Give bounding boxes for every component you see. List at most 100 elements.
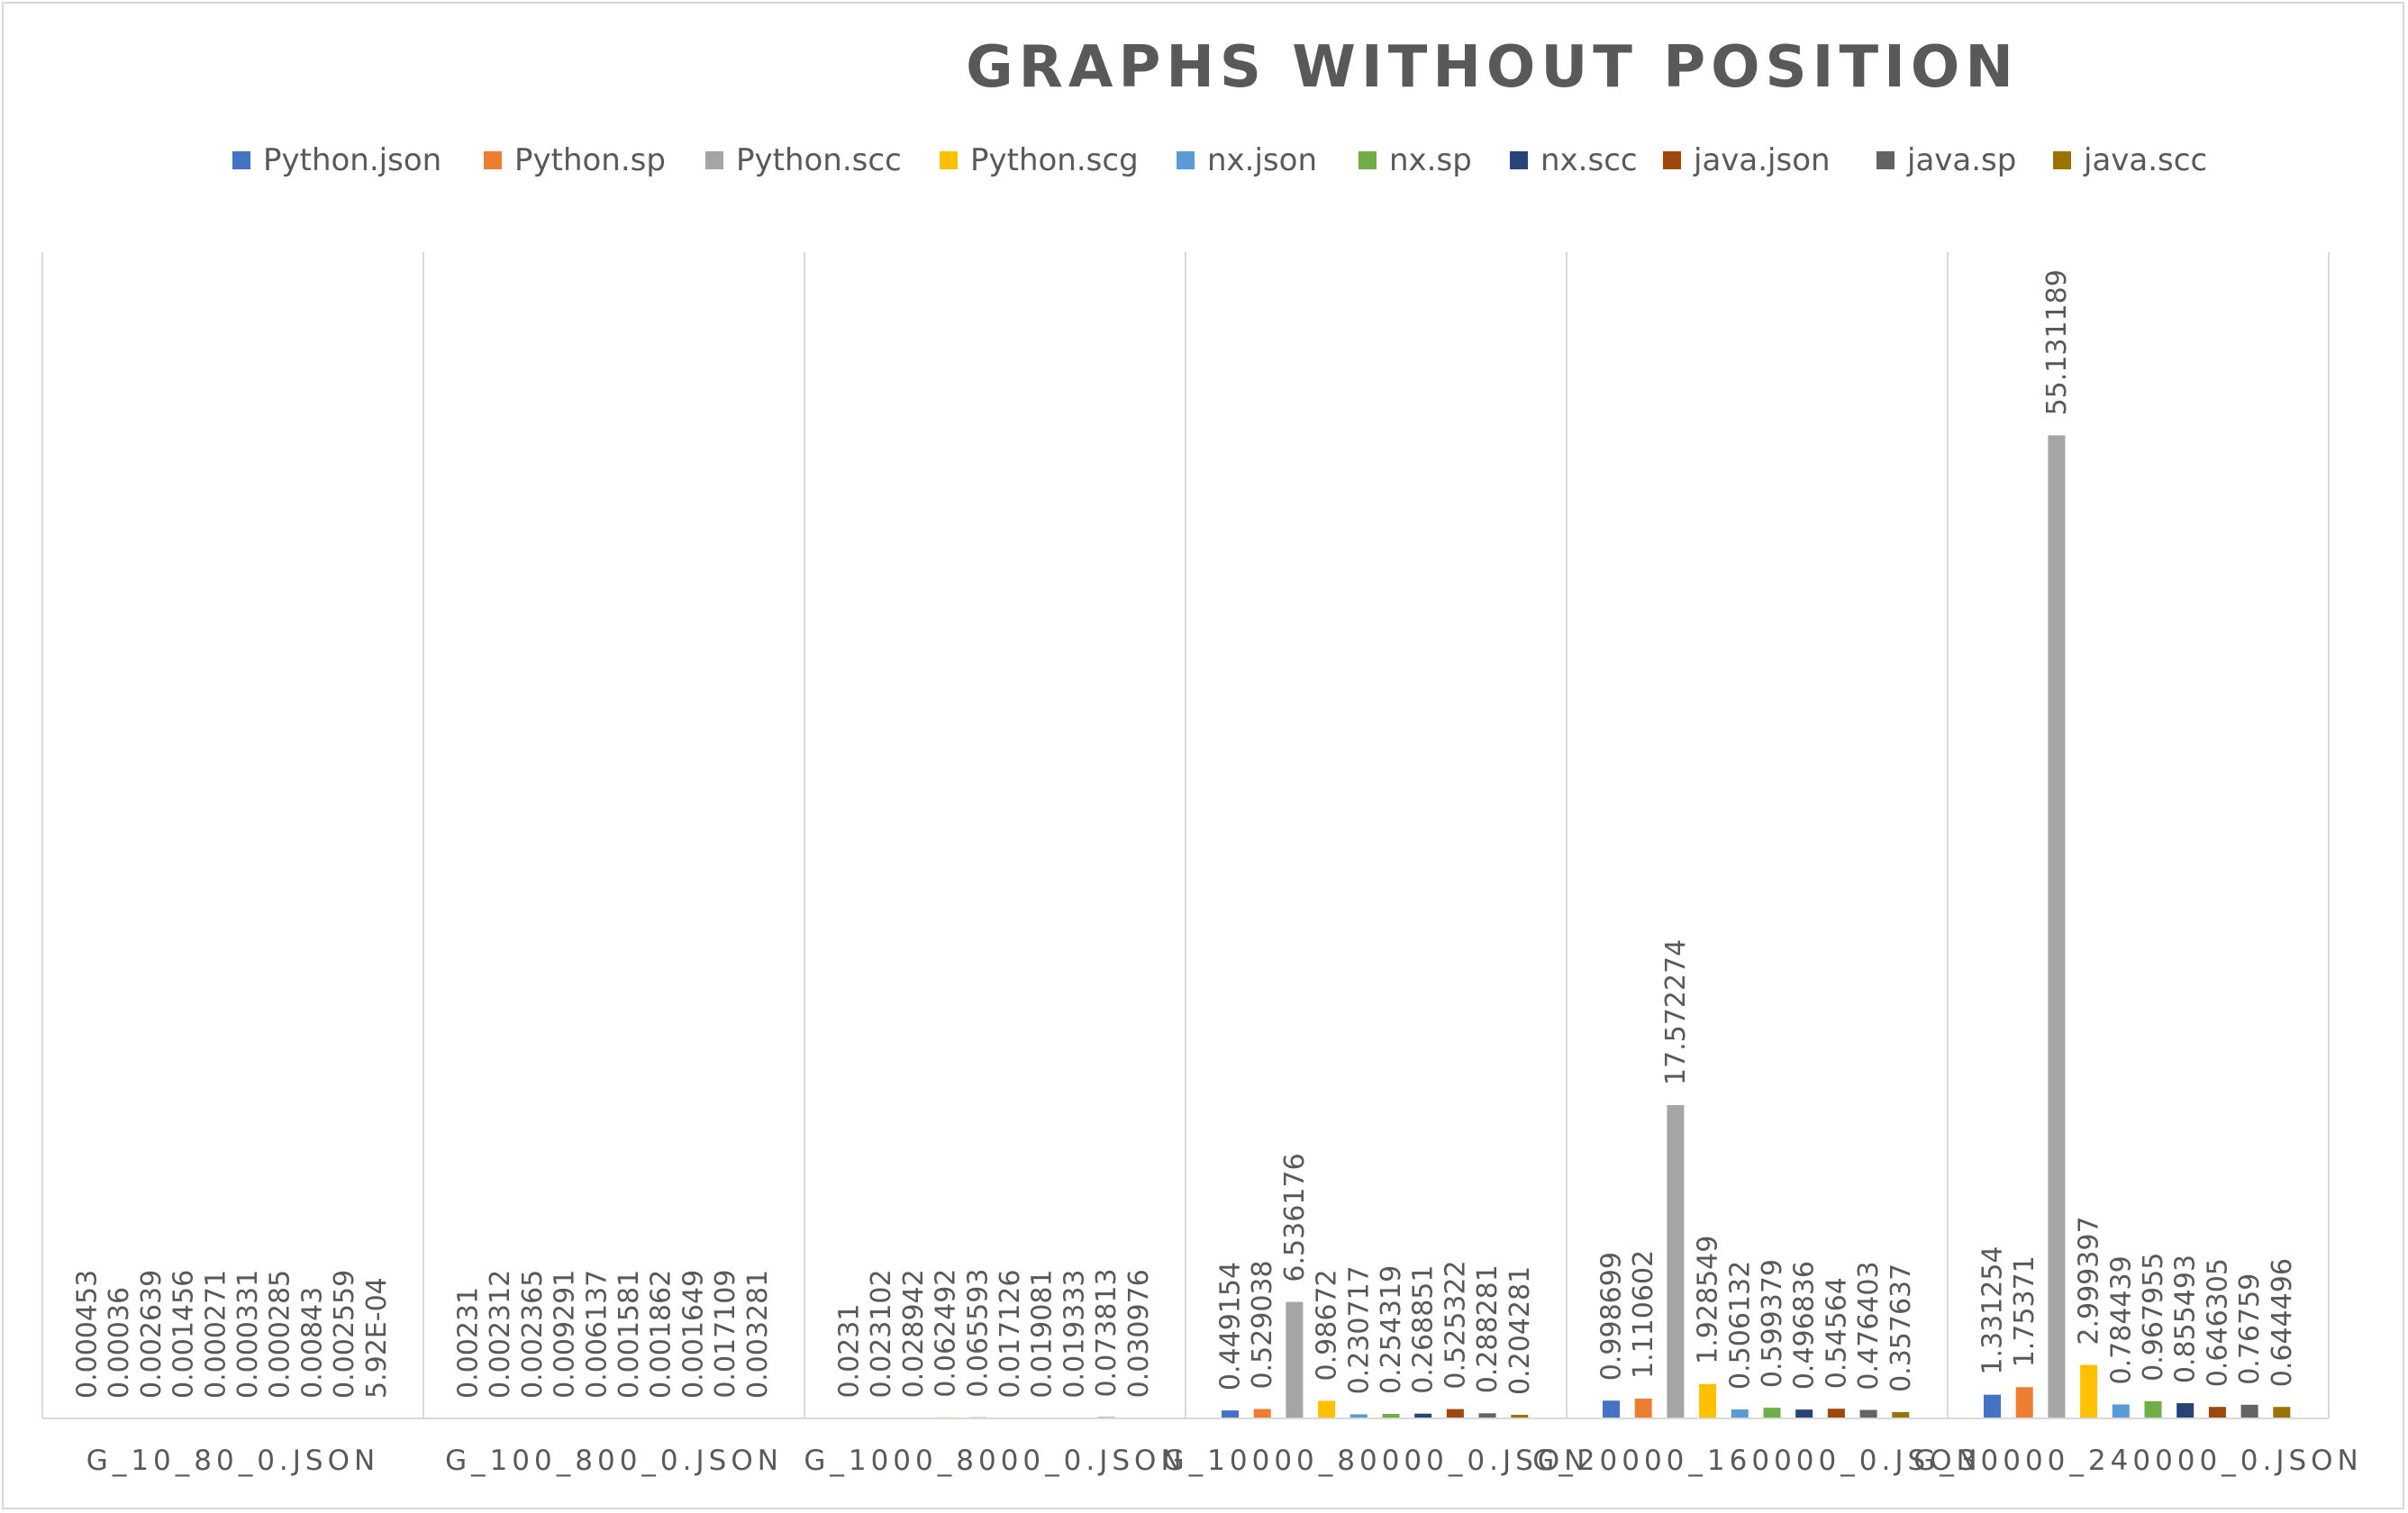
data-label: 0.646305 <box>2202 1258 2233 1387</box>
bar <box>1286 1301 1304 1418</box>
data-label: 0.998699 <box>1596 1252 1628 1381</box>
data-label: 1.75371 <box>2009 1255 2040 1367</box>
legend-label: Python.scg <box>970 142 1139 178</box>
data-label: 0.019333 <box>1059 1269 1090 1398</box>
data-label: 0.496836 <box>1789 1261 1821 1390</box>
data-label: 0.599379 <box>1757 1259 1788 1388</box>
data-label: 0.525322 <box>1440 1260 1471 1389</box>
data-label: 0.000453 <box>72 1270 104 1399</box>
data-label: 0.00843 <box>296 1287 328 1399</box>
bar <box>1827 1409 1845 1418</box>
data-label: 0.00036 <box>104 1287 135 1399</box>
data-label: 2.999397 <box>2074 1216 2105 1345</box>
data-label: 55.131189 <box>2041 269 2073 415</box>
data-label: 5.92E-04 <box>361 1277 393 1399</box>
bar <box>1511 1414 1529 1418</box>
bars <box>78 435 2291 1418</box>
data-label: 0.0231 <box>834 1304 866 1399</box>
data-label: 0.476403 <box>1853 1261 1885 1390</box>
legend-label: Python.json <box>263 142 441 178</box>
data-label: 0.002312 <box>485 1270 516 1399</box>
data-label: 0.009291 <box>550 1270 581 1399</box>
bar <box>1446 1409 1464 1418</box>
data-label: 1.110602 <box>1628 1250 1659 1379</box>
bar <box>1603 1400 1620 1418</box>
data-label: 0.529038 <box>1247 1260 1278 1389</box>
bar <box>1667 1105 1685 1418</box>
legend-swatch <box>1177 151 1195 169</box>
legend-swatch <box>1510 151 1528 169</box>
bar <box>1984 1394 2001 1418</box>
data-label: 0.073813 <box>1091 1268 1122 1397</box>
legend-swatch <box>705 151 723 169</box>
bar <box>2080 1364 2098 1418</box>
legend-label: Python.sp <box>514 142 666 178</box>
category-label: G_10000_80000_0.JSON <box>1163 1445 1590 1477</box>
data-label: 0.784439 <box>2105 1255 2137 1384</box>
bar <box>2208 1407 2226 1418</box>
data-label: 0.001649 <box>677 1270 709 1399</box>
data-label: 0.268851 <box>1408 1265 1440 1394</box>
legend-swatch <box>1358 151 1377 169</box>
data-label: 0.967955 <box>2138 1253 2169 1382</box>
data-label: 1.331254 <box>1977 1246 2009 1374</box>
bar <box>1795 1409 1813 1418</box>
bar <box>1222 1410 1239 1418</box>
legend-label: Python.scc <box>736 142 902 178</box>
bar <box>1253 1409 1271 1418</box>
data-label: 0.00231 <box>453 1287 485 1399</box>
data-label: 6.536176 <box>1279 1153 1311 1282</box>
category-label: G_20000_160000_0.JSON <box>1532 1445 1981 1477</box>
legend-label: nx.scc <box>1540 142 1638 178</box>
category-label: G_1000_8000_0.JSON <box>804 1445 1186 1477</box>
data-label: 0.449154 <box>1215 1262 1247 1391</box>
legend-swatch <box>2053 151 2071 169</box>
data-label: 0.006137 <box>581 1270 613 1399</box>
data-label: 0.54564 <box>1821 1277 1852 1389</box>
data-label: 0.002365 <box>517 1270 549 1399</box>
data-label: 0.000331 <box>232 1270 264 1399</box>
data-label: 0.76759 <box>2234 1273 2266 1385</box>
data-label: 17.572274 <box>1660 939 1692 1085</box>
data-label: 0.98672 <box>1312 1269 1343 1381</box>
data-label: 0.000271 <box>200 1270 232 1399</box>
data-label: 0.003281 <box>742 1270 774 1399</box>
legend-label: java.scc <box>2083 142 2207 178</box>
bar <box>2240 1404 2258 1418</box>
legend: Python.json Python.sp Python.scc Python.scg… <box>232 142 2207 178</box>
bar <box>2273 1407 2291 1418</box>
bar <box>1763 1408 1781 1418</box>
bar <box>2112 1404 2130 1418</box>
legend-label: nx.sp <box>1389 142 1472 178</box>
data-label: 0.506132 <box>1724 1261 1756 1390</box>
legend-swatch <box>1876 151 1895 169</box>
category-label: G_30000_240000_0.JSON <box>1913 1445 2362 1477</box>
data-label: 0.019081 <box>1027 1269 1059 1398</box>
bar <box>1699 1383 1717 1418</box>
category-label: G_10_80_0.JSON <box>86 1445 379 1477</box>
value-labels: 0.000453 0.00036 0.002639 0.001456 0.000271 0… <box>72 269 2298 1399</box>
legend-label: java.json <box>1693 142 1831 178</box>
data-label: 1.928549 <box>1693 1236 1724 1364</box>
data-label: 0.017109 <box>710 1270 741 1399</box>
data-label: 0.357637 <box>1886 1264 1917 1392</box>
legend-swatch <box>940 151 958 169</box>
bar <box>1859 1409 1877 1418</box>
legend-swatch <box>484 151 502 169</box>
bar <box>1892 1411 1910 1418</box>
bar <box>1382 1413 1400 1418</box>
data-label: 0.288281 <box>1472 1264 1504 1393</box>
data-label: 0.644496 <box>2267 1258 2298 1387</box>
legend-swatch <box>232 151 250 169</box>
data-label: 0.028942 <box>898 1269 930 1398</box>
bar <box>2015 1387 2033 1418</box>
bar <box>1318 1400 1336 1418</box>
data-label: 0.855493 <box>2170 1255 2202 1383</box>
data-label: 0.230717 <box>1343 1265 1375 1394</box>
legend-label: nx.json <box>1207 142 1317 178</box>
category-separators <box>41 252 2330 1418</box>
legend-label: java.sp <box>1906 142 2016 178</box>
data-label: 0.000285 <box>265 1270 296 1399</box>
